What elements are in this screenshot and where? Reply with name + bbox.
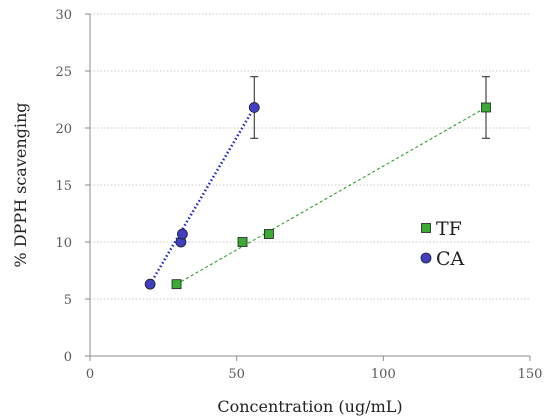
trendline-tf: [176, 107, 487, 285]
y-axis-title: % DPPH scavenging: [11, 102, 30, 267]
legend-marker-ca: [420, 252, 432, 264]
x-axis-title: Concentration (ug/mL): [217, 397, 402, 416]
y-tick-label-5: 5: [64, 293, 72, 308]
point-ca-0: [144, 278, 156, 290]
trendline-ca: [149, 106, 256, 285]
y-tick-label-25: 25: [55, 65, 72, 80]
legend-label-ca: CA: [436, 248, 465, 270]
point-ca-2: [176, 228, 188, 240]
y-tick-label-10: 10: [55, 236, 72, 251]
point-tf-0: [171, 279, 182, 290]
legend: TF CA: [420, 218, 465, 270]
point-tf-2: [264, 229, 274, 239]
series-lines: [149, 106, 487, 285]
point-tf-3: [481, 102, 491, 113]
x-tick-label-50: 50: [228, 367, 245, 382]
y-tick-label-20: 20: [55, 122, 72, 137]
x-tick-label-100: 100: [371, 367, 396, 382]
x-tick-label-150: 150: [518, 367, 543, 382]
axes: [85, 13, 531, 361]
y-tick-label-0: 0: [64, 350, 72, 365]
legend-marker-tf: [421, 223, 431, 233]
legend-label-tf: TF: [436, 218, 462, 240]
y-tick-label-15: 15: [55, 179, 72, 194]
tick-labels: 0 50 100 150 0 5 10 15 20 25 30: [55, 8, 542, 382]
error-bars: [250, 76, 490, 139]
point-ca-3: [248, 102, 260, 113]
x-tick-label-0: 0: [86, 367, 94, 382]
y-tick-label-30: 30: [55, 8, 72, 23]
point-tf-1: [237, 237, 248, 247]
data-points: [144, 102, 491, 290]
